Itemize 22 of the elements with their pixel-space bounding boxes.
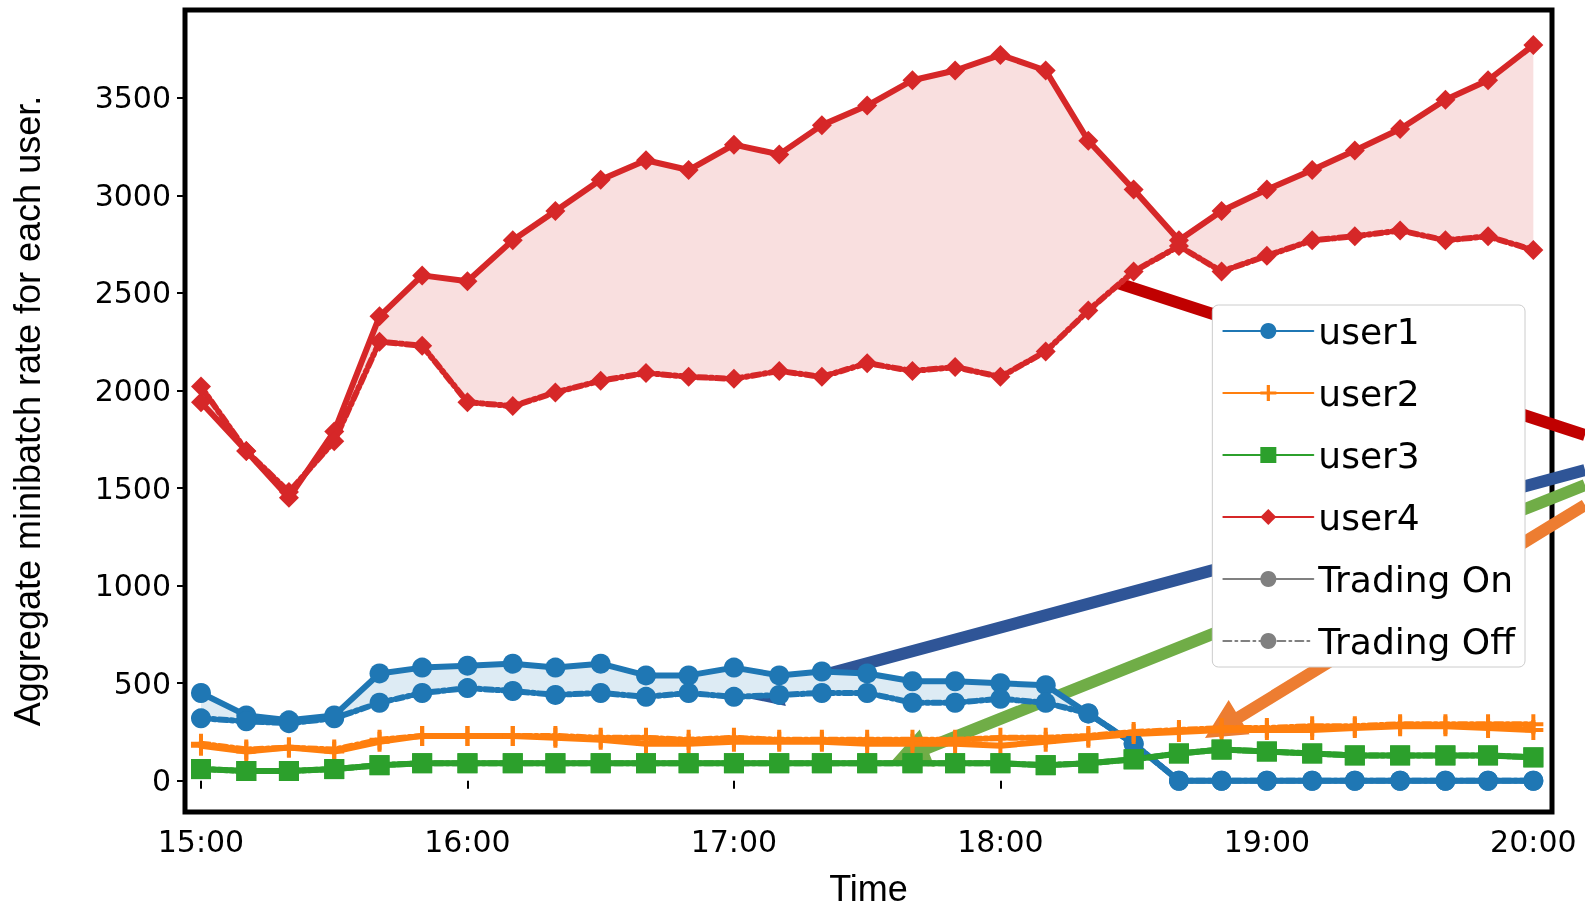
x-axis-title: Time	[829, 867, 908, 909]
x-tick-label: 16:00	[424, 823, 511, 859]
y-tick-label: 2000	[94, 373, 171, 409]
x-tick-label: 19:00	[1223, 823, 1311, 859]
y-tick-label: 3500	[94, 80, 171, 116]
legend-label: Trading On	[1317, 558, 1514, 600]
y-tick-label: 0	[151, 763, 171, 799]
x-tick-label: 20:00	[1490, 823, 1577, 859]
legend-label: user4	[1318, 496, 1420, 538]
y-tick-label: 3000	[94, 177, 171, 213]
legend-label: user1	[1318, 310, 1420, 352]
legend-label: user3	[1318, 434, 1420, 476]
x-tick-label: 18:00	[957, 823, 1044, 859]
y-tick-label: 500	[113, 665, 171, 701]
y-tick-label: 1500	[94, 470, 171, 506]
x-tick-label: 15:00	[157, 823, 245, 859]
y-tick-label: 1000	[94, 568, 171, 604]
legend-label: user2	[1318, 372, 1420, 414]
x-tick-label: 17:00	[690, 823, 778, 859]
y-tick-label: 2500	[94, 275, 171, 311]
y-axis-title: Aggregate minibatch rate for each user.	[6, 95, 48, 727]
legend-label: Trading Off	[1317, 620, 1517, 662]
